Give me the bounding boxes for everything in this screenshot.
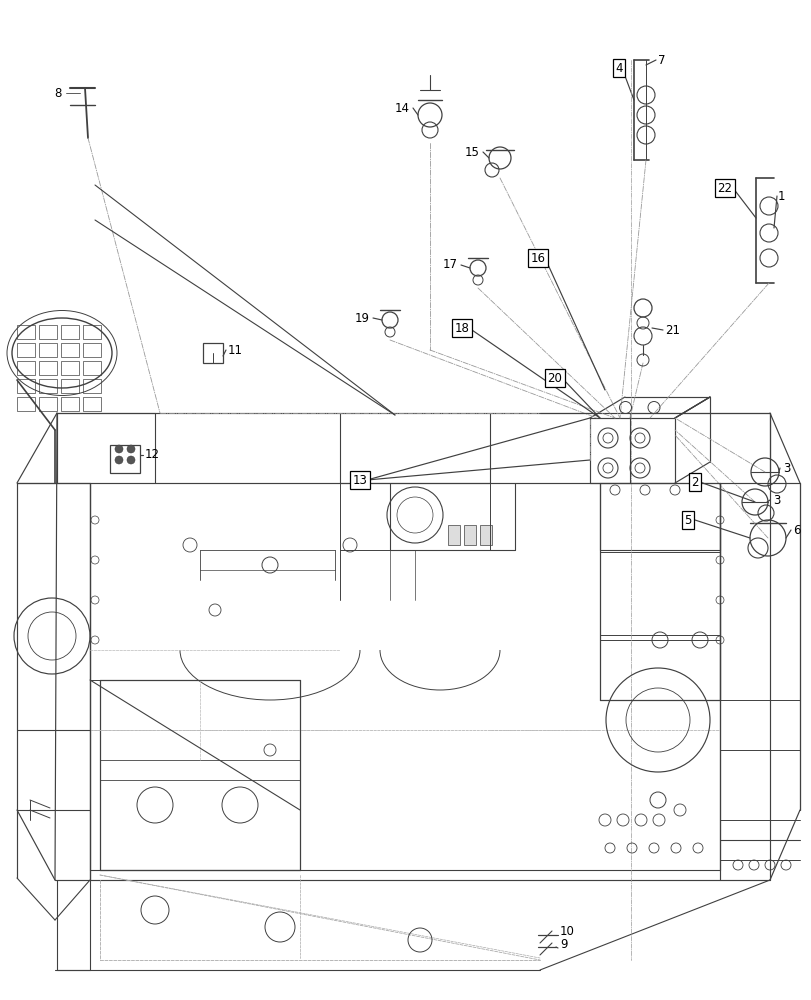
Text: 12: 12 — [145, 448, 160, 462]
Text: 4: 4 — [615, 62, 622, 75]
Text: 13: 13 — [352, 474, 367, 487]
Text: 15: 15 — [465, 146, 479, 159]
Text: 19: 19 — [354, 312, 370, 324]
Bar — [39, 379, 57, 393]
Text: 17: 17 — [443, 258, 457, 271]
Text: 3: 3 — [782, 462, 789, 475]
Bar — [448, 525, 460, 545]
Text: 16: 16 — [530, 251, 545, 264]
Bar — [17, 325, 35, 339]
Circle shape — [127, 456, 135, 464]
Bar — [83, 397, 101, 411]
Text: 18: 18 — [454, 322, 469, 334]
Text: 8: 8 — [54, 87, 62, 100]
Text: 3: 3 — [772, 493, 779, 506]
Text: 2: 2 — [690, 476, 698, 488]
Text: 22: 22 — [717, 182, 732, 195]
Bar — [463, 525, 475, 545]
Text: 14: 14 — [394, 102, 410, 115]
Bar — [109, 445, 139, 473]
Bar — [39, 343, 57, 357]
Bar — [39, 325, 57, 339]
Text: 10: 10 — [560, 925, 574, 938]
Bar — [17, 343, 35, 357]
Bar — [61, 361, 79, 375]
Circle shape — [115, 445, 122, 453]
Bar — [83, 343, 101, 357]
Bar — [39, 361, 57, 375]
Text: 5: 5 — [684, 514, 691, 526]
Text: 1: 1 — [777, 190, 784, 203]
Bar — [61, 325, 79, 339]
Text: 9: 9 — [560, 938, 567, 951]
Bar — [203, 343, 223, 363]
Circle shape — [127, 445, 135, 453]
Text: 7: 7 — [657, 54, 665, 67]
Bar — [17, 361, 35, 375]
Bar — [479, 525, 491, 545]
Text: 21: 21 — [664, 324, 679, 336]
Text: 11: 11 — [228, 344, 242, 357]
Circle shape — [115, 456, 122, 464]
Bar — [83, 379, 101, 393]
Bar — [83, 325, 101, 339]
Bar — [39, 397, 57, 411]
Bar — [17, 397, 35, 411]
Bar — [61, 343, 79, 357]
Text: 6: 6 — [792, 524, 800, 536]
Bar — [61, 397, 79, 411]
Bar — [61, 379, 79, 393]
Bar — [17, 379, 35, 393]
Text: 20: 20 — [547, 371, 562, 384]
Bar — [83, 361, 101, 375]
